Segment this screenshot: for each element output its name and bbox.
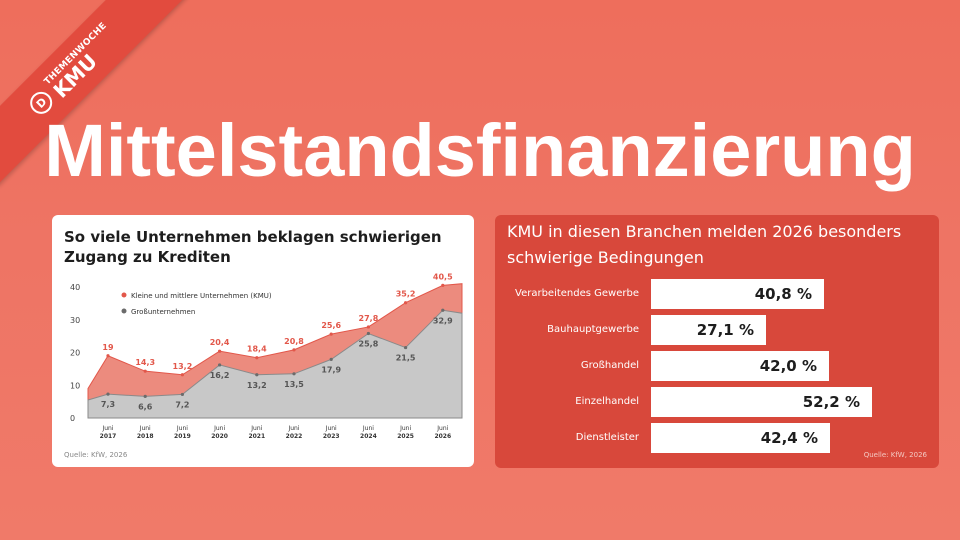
bar: 42,4 %: [651, 423, 830, 453]
kmu-point: [106, 354, 110, 358]
bar-category-label: Dienstleister: [575, 432, 639, 443]
kmu-value-label: 14,3: [135, 358, 155, 367]
x-tick-year: 2019: [174, 433, 191, 440]
x-tick-month: Juni: [436, 425, 448, 432]
grossunternehmen-point: [329, 357, 333, 361]
y-tick-label: 0: [70, 414, 75, 423]
grossunternehmen-value-label: 32,9: [433, 316, 453, 325]
kmu-point: [143, 369, 147, 373]
bar-value-label: 40,8 %: [754, 285, 812, 303]
grossunternehmen-legend-swatch: [121, 308, 127, 314]
grossunternehmen-value-label: 17,9: [321, 365, 341, 374]
kmu-value-label: 40,5: [433, 272, 453, 281]
grossunternehmen-value-label: 7,3: [101, 400, 115, 409]
kmu-point: [180, 373, 184, 377]
x-tick-month: Juni: [287, 425, 299, 432]
credit-access-area-chart: 0 10 20 30 40 19 14,3 13,2 20,4 18,4 20,8 25,6 27,8 3…: [70, 272, 463, 440]
industry-bar-chart-panel: KMU in diesen Branchen melden 2026 beson…: [495, 215, 939, 468]
grossunternehmen-point: [143, 394, 147, 398]
grossunternehmen-point: [255, 373, 259, 377]
x-tick-month: Juni: [101, 425, 113, 432]
kmu-point: [366, 325, 370, 329]
credit-access-chart-panel: 0 10 20 30 40 19 14,3 13,2 20,4 18,4 20,8 25,6 27,8 3…: [52, 215, 474, 467]
grossunternehmen-point: [404, 345, 408, 350]
grossunternehmen-value-label: 16,2: [210, 371, 230, 380]
x-tick-month: Juni: [362, 425, 374, 432]
bar-value-label: 42,0 %: [759, 357, 817, 375]
y-tick-label: 40: [70, 283, 80, 292]
bar-row: Verarbeitendes Gewerbe 40,8 %: [495, 279, 939, 309]
kmu-value-label: 20,8: [284, 337, 304, 346]
bar-row: Einzelhandel 52,2 %: [495, 387, 939, 417]
grossunternehmen-point: [292, 372, 296, 376]
grossunternehmen-value-label: 13,5: [284, 380, 304, 389]
chart-source: Quelle: KfW, 2026: [64, 451, 128, 459]
grossunternehmen-point: [180, 392, 184, 397]
bar: 52,2 %: [651, 387, 872, 417]
bar-chart-title: KMU in diesen Branchen melden 2026 beson…: [507, 222, 902, 267]
kmu-value-label: 18,4: [247, 345, 267, 354]
grossunternehmen-value-label: 25,8: [359, 340, 379, 349]
grossunternehmen-point: [441, 308, 445, 312]
kmu-point: [255, 356, 259, 360]
grossunternehmen-legend-label: Großunternehmen: [131, 308, 195, 316]
bar-row: Großhandel 42,0 %: [495, 351, 939, 381]
kmu-value-label: 13,2: [173, 362, 193, 371]
bar: 27,1 %: [651, 315, 766, 345]
bar: 40,8 %: [651, 279, 824, 309]
y-tick-label: 30: [70, 316, 80, 325]
grossunternehmen-point: [218, 363, 222, 367]
bar-value-label: 27,1 %: [696, 321, 754, 339]
y-tick-label: 20: [70, 349, 80, 358]
x-tick-month: Juni: [250, 425, 262, 432]
kmu-point: [404, 301, 408, 305]
x-tick-year: 2023: [323, 433, 340, 440]
x-tick-month: Juni: [399, 425, 411, 432]
bar-category-label: Bauhauptgewerbe: [547, 324, 639, 335]
kmu-legend-swatch: [121, 292, 127, 298]
bar: 42,0 %: [651, 351, 829, 381]
x-tick-year: 2026: [434, 433, 451, 440]
bar-category-label: Einzelhandel: [575, 396, 639, 407]
bar-category-label: Verarbeitendes Gewerbe: [515, 288, 639, 299]
x-tick-month: Juni: [325, 425, 337, 432]
kmu-point: [329, 332, 333, 336]
x-tick-year: 2022: [286, 433, 303, 440]
x-tick-year: 2025: [397, 433, 414, 440]
x-tick-month: Juni: [213, 425, 225, 432]
kmu-value-label: 19: [102, 343, 114, 352]
bar-category-label: Großhandel: [580, 360, 639, 371]
page-title: Mittelstandsfinanzierung: [44, 109, 916, 192]
bar-row: Dienstleister 42,4 %: [495, 423, 939, 453]
y-tick-label: 10: [70, 381, 80, 390]
grossunternehmen-value-label: 13,2: [247, 381, 267, 390]
kmu-point: [441, 283, 445, 287]
grossunternehmen-point: [106, 392, 110, 396]
grossunternehmen-value-label: 6,6: [138, 402, 153, 411]
x-tick-year: 2024: [360, 433, 377, 440]
kmu-value-label: 20,4: [210, 338, 230, 347]
chart-title: So viele Unternehmen beklagen schwierige…: [64, 228, 442, 266]
kmu-legend-label: Kleine und mittlere Unternehmen (KMU): [131, 292, 272, 300]
bar-row: Bauhauptgewerbe 27,1 %: [495, 315, 939, 345]
grossunternehmen-value-label: 21,5: [396, 354, 416, 363]
x-tick-year: 2021: [248, 433, 265, 440]
grossunternehmen-value-label: 7,2: [175, 400, 189, 409]
x-tick-month: Juni: [139, 425, 151, 432]
x-tick-year: 2020: [211, 433, 228, 440]
x-tick-year: 2018: [137, 433, 154, 440]
kmu-point: [292, 348, 296, 352]
x-tick-month: Juni: [176, 425, 188, 432]
x-tick-year: 2017: [100, 433, 117, 440]
kmu-value-label: 35,2: [396, 290, 416, 299]
bar-chart-source: Quelle: KfW, 2026: [863, 451, 927, 459]
kmu-value-label: 25,6: [321, 321, 341, 330]
bar-value-label: 42,4 %: [760, 429, 818, 447]
bar-value-label: 52,2 %: [802, 393, 860, 411]
kmu-point: [218, 349, 222, 353]
kmu-value-label: 27,8: [359, 314, 379, 323]
grossunternehmen-point: [366, 331, 370, 336]
